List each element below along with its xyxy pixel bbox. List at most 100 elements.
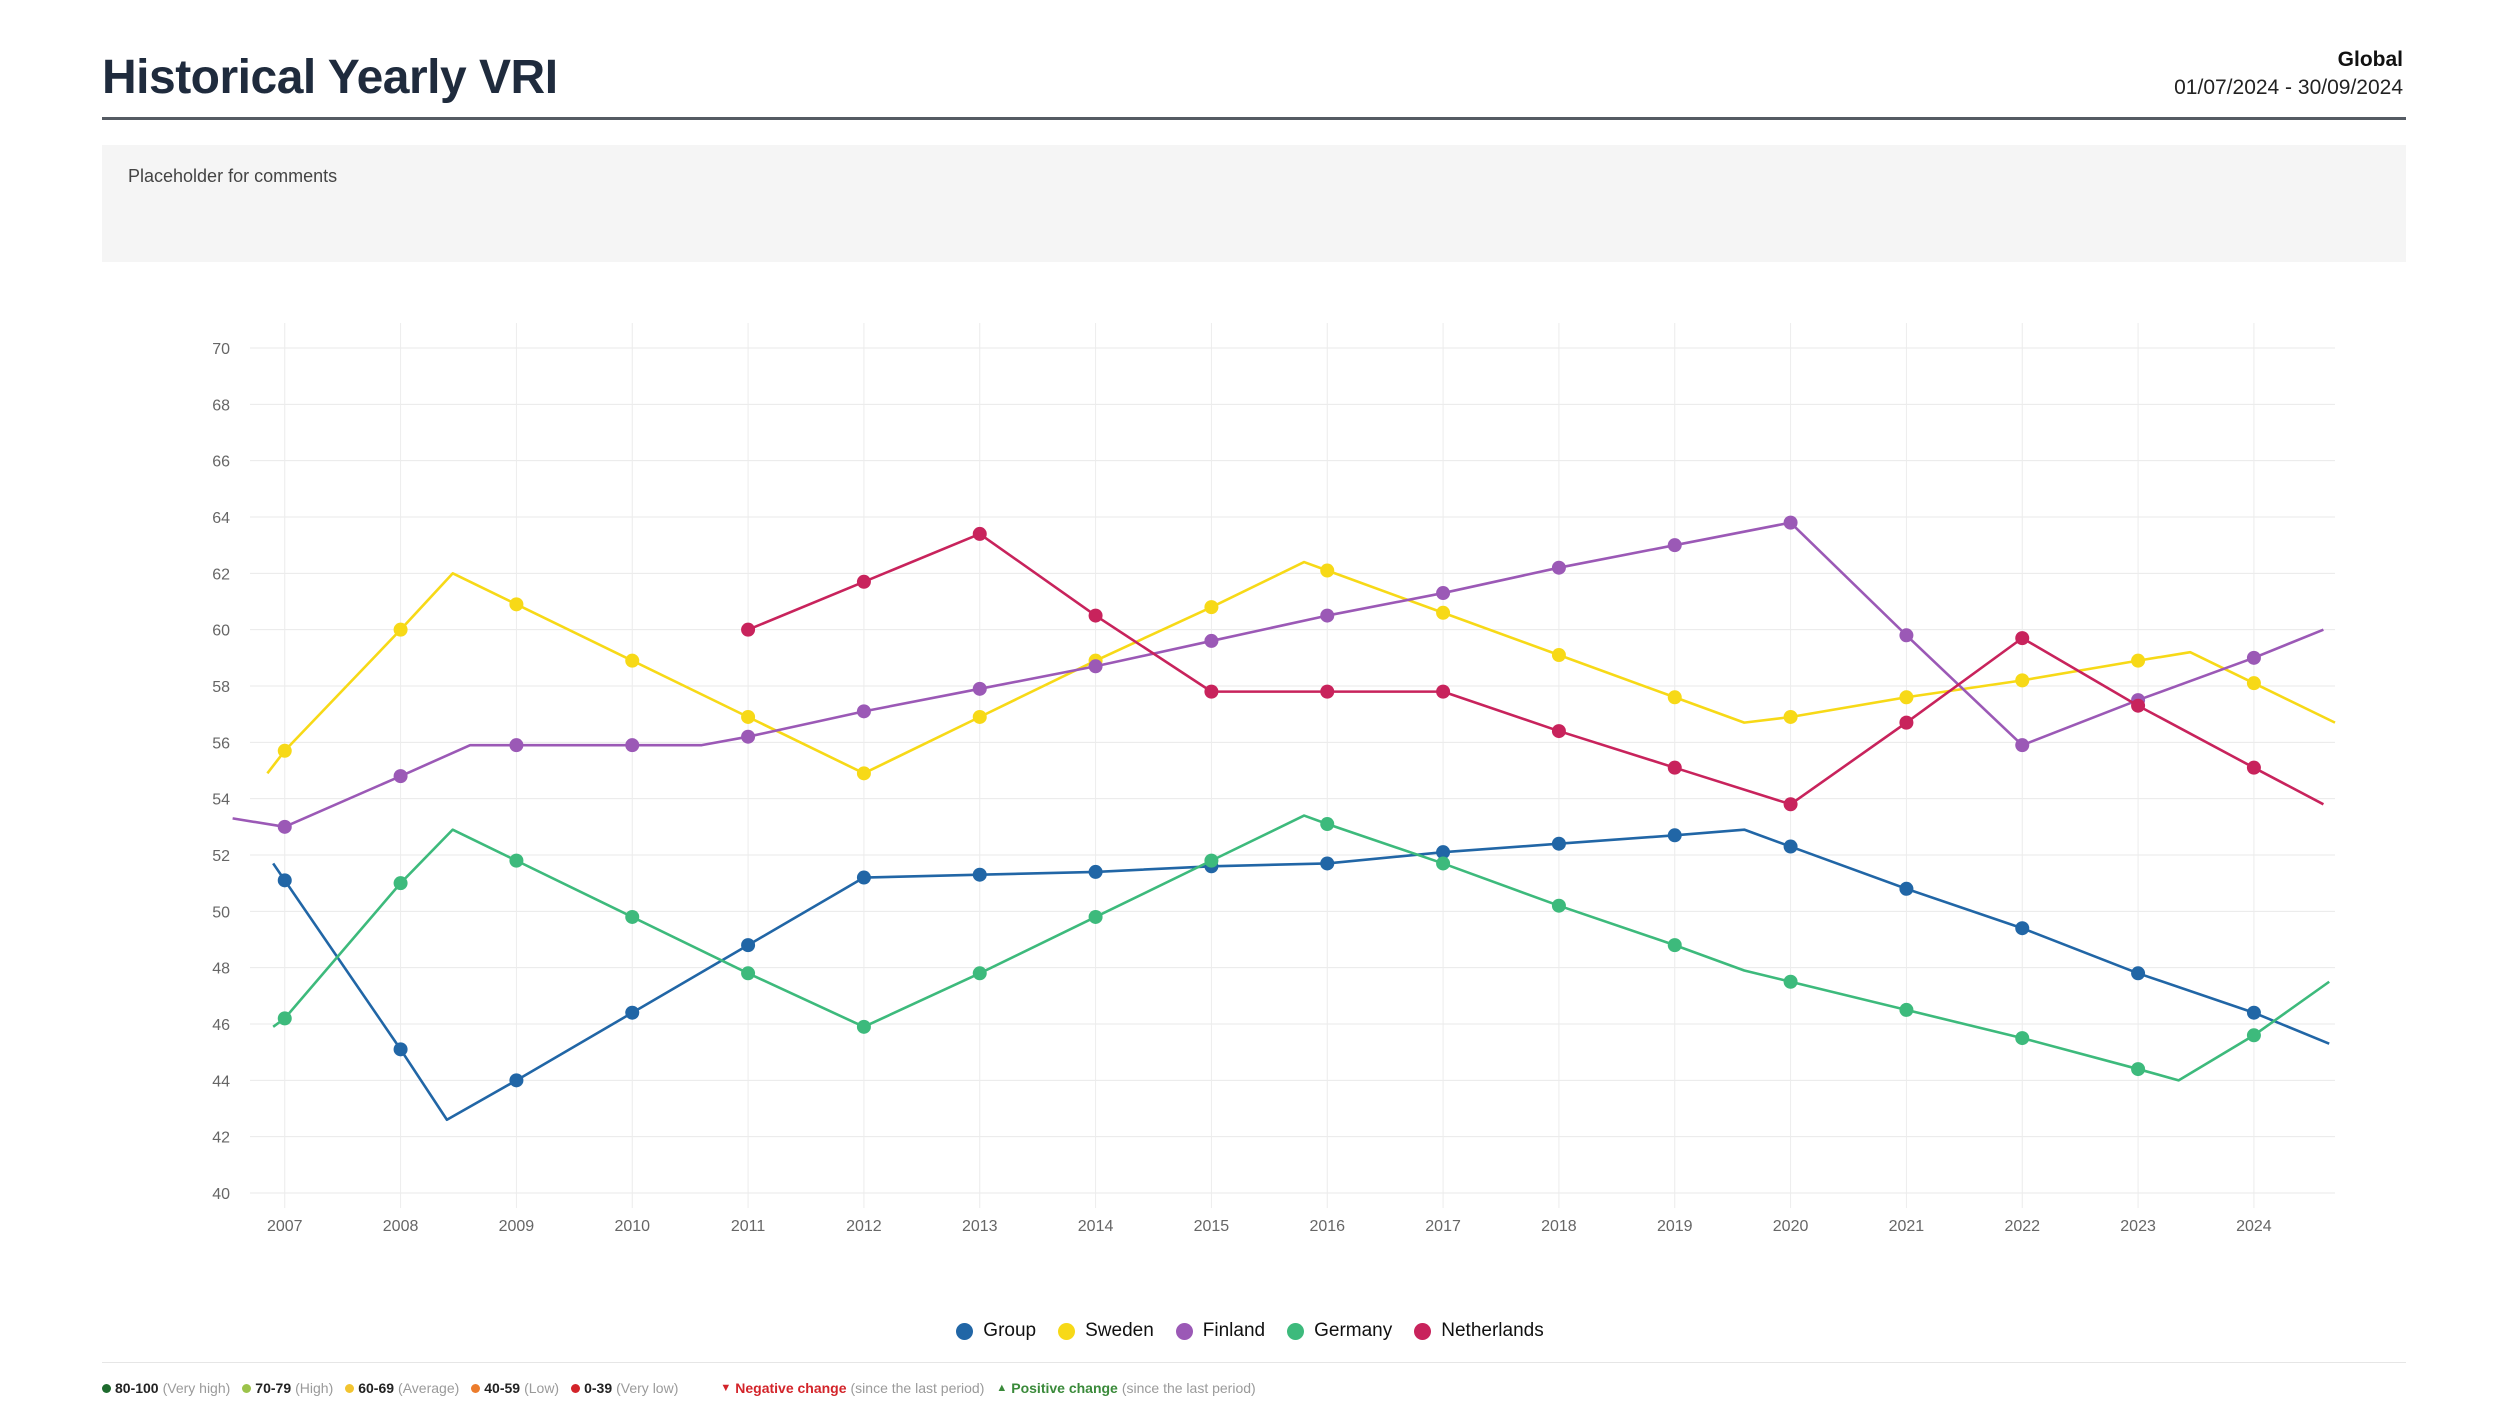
- data-point-finland[interactable]: [1088, 659, 1103, 674]
- data-point-netherlands[interactable]: [1088, 608, 1103, 623]
- legend-item-group[interactable]: Group: [956, 1320, 1036, 1342]
- data-point-germany[interactable]: [741, 966, 756, 981]
- data-point-group[interactable]: [1436, 845, 1451, 860]
- data-point-finland[interactable]: [1320, 608, 1335, 623]
- data-point-germany[interactable]: [1551, 898, 1566, 913]
- data-point-germany[interactable]: [856, 1019, 871, 1034]
- data-point-netherlands[interactable]: [2246, 760, 2261, 775]
- data-point-group[interactable]: [2015, 921, 2030, 936]
- legend-item-netherlands[interactable]: Netherlands: [1414, 1320, 1544, 1342]
- data-point-group[interactable]: [856, 870, 871, 885]
- data-point-germany[interactable]: [393, 876, 408, 891]
- data-point-finland[interactable]: [1783, 515, 1798, 530]
- data-point-netherlands[interactable]: [1899, 715, 1914, 730]
- series-finland: [232, 515, 2324, 834]
- data-point-sweden[interactable]: [393, 622, 408, 637]
- data-point-germany[interactable]: [1783, 974, 1798, 989]
- data-point-group[interactable]: [1899, 881, 1914, 896]
- data-point-group[interactable]: [2246, 1005, 2261, 1020]
- data-point-sweden[interactable]: [277, 743, 292, 758]
- data-point-group[interactable]: [1088, 864, 1103, 879]
- data-point-finland[interactable]: [2246, 650, 2261, 665]
- data-point-germany[interactable]: [1436, 856, 1451, 871]
- legend-item-germany[interactable]: Germany: [1287, 1320, 1392, 1342]
- data-point-germany[interactable]: [2131, 1062, 2146, 1077]
- data-point-sweden[interactable]: [625, 653, 640, 668]
- data-point-germany[interactable]: [1320, 817, 1335, 832]
- data-point-sweden[interactable]: [2015, 673, 2030, 688]
- data-point-sweden[interactable]: [1436, 605, 1451, 620]
- data-point-netherlands[interactable]: [741, 622, 756, 637]
- data-point-sweden[interactable]: [509, 597, 524, 612]
- data-point-sweden[interactable]: [1551, 648, 1566, 663]
- data-point-netherlands[interactable]: [1551, 724, 1566, 739]
- data-point-sweden[interactable]: [1320, 563, 1335, 578]
- data-point-group[interactable]: [1783, 839, 1798, 854]
- data-point-finland[interactable]: [1204, 633, 1219, 648]
- data-point-finland[interactable]: [1436, 586, 1451, 601]
- data-point-netherlands[interactable]: [2131, 698, 2146, 713]
- data-point-group[interactable]: [1320, 856, 1335, 871]
- comments-box[interactable]: Placeholder for comments: [102, 145, 2406, 262]
- data-point-finland[interactable]: [856, 704, 871, 719]
- triangle-up-icon: ▲: [996, 1382, 1008, 1394]
- x-tick-label: 2019: [1657, 1218, 1693, 1235]
- data-point-germany[interactable]: [1204, 853, 1219, 868]
- data-point-netherlands[interactable]: [1320, 684, 1335, 699]
- x-tick-label: 2011: [731, 1218, 766, 1235]
- data-point-finland[interactable]: [1551, 560, 1566, 575]
- data-point-germany[interactable]: [1667, 938, 1682, 953]
- data-point-germany[interactable]: [625, 909, 640, 924]
- data-point-germany[interactable]: [277, 1011, 292, 1026]
- data-point-netherlands[interactable]: [1204, 684, 1219, 699]
- x-tick-label: 2017: [1425, 1218, 1461, 1235]
- data-point-sweden[interactable]: [2246, 676, 2261, 691]
- data-point-group[interactable]: [393, 1042, 408, 1057]
- data-point-finland[interactable]: [1899, 628, 1914, 643]
- data-point-netherlands[interactable]: [856, 574, 871, 589]
- data-point-finland[interactable]: [393, 769, 408, 784]
- data-point-sweden[interactable]: [1783, 709, 1798, 724]
- triangle-down-icon: ▼: [720, 1382, 732, 1394]
- data-point-group[interactable]: [277, 873, 292, 888]
- x-tick-label: 2016: [1309, 1218, 1345, 1235]
- data-point-germany[interactable]: [509, 853, 524, 868]
- data-point-sweden[interactable]: [1899, 690, 1914, 705]
- data-point-group[interactable]: [509, 1073, 524, 1088]
- legend-item-sweden[interactable]: Sweden: [1058, 1320, 1154, 1342]
- data-point-finland[interactable]: [972, 681, 987, 696]
- change-note: (since the last period): [1121, 1380, 1256, 1396]
- data-point-finland[interactable]: [509, 738, 524, 753]
- data-point-sweden[interactable]: [1667, 690, 1682, 705]
- data-point-sweden[interactable]: [2131, 653, 2146, 668]
- data-point-germany[interactable]: [2246, 1028, 2261, 1043]
- data-point-germany[interactable]: [2015, 1031, 2030, 1046]
- data-point-finland[interactable]: [625, 738, 640, 753]
- data-point-group[interactable]: [741, 938, 756, 953]
- data-point-netherlands[interactable]: [1436, 684, 1451, 699]
- data-point-sweden[interactable]: [741, 709, 756, 724]
- score-band-40-59: 40-59 (Low): [471, 1380, 559, 1396]
- data-point-group[interactable]: [1551, 836, 1566, 851]
- data-point-netherlands[interactable]: [2015, 631, 2030, 646]
- data-point-finland[interactable]: [741, 729, 756, 744]
- data-point-finland[interactable]: [277, 819, 292, 834]
- data-point-group[interactable]: [2131, 966, 2146, 981]
- data-point-sweden[interactable]: [972, 709, 987, 724]
- data-point-group[interactable]: [972, 867, 987, 882]
- legend-item-finland[interactable]: Finland: [1175, 1320, 1265, 1342]
- data-point-germany[interactable]: [1088, 909, 1103, 924]
- data-point-group[interactable]: [1667, 828, 1682, 843]
- data-point-germany[interactable]: [972, 966, 987, 981]
- data-point-netherlands[interactable]: [1667, 760, 1682, 775]
- data-point-finland[interactable]: [1667, 538, 1682, 553]
- x-tick-label: 2009: [499, 1218, 535, 1235]
- data-point-sweden[interactable]: [856, 766, 871, 781]
- data-point-sweden[interactable]: [1204, 600, 1219, 615]
- y-tick-label: 58: [212, 679, 230, 696]
- data-point-group[interactable]: [625, 1005, 640, 1020]
- data-point-netherlands[interactable]: [972, 526, 987, 541]
- data-point-finland[interactable]: [2015, 738, 2030, 753]
- data-point-netherlands[interactable]: [1783, 797, 1798, 812]
- data-point-germany[interactable]: [1899, 1002, 1914, 1017]
